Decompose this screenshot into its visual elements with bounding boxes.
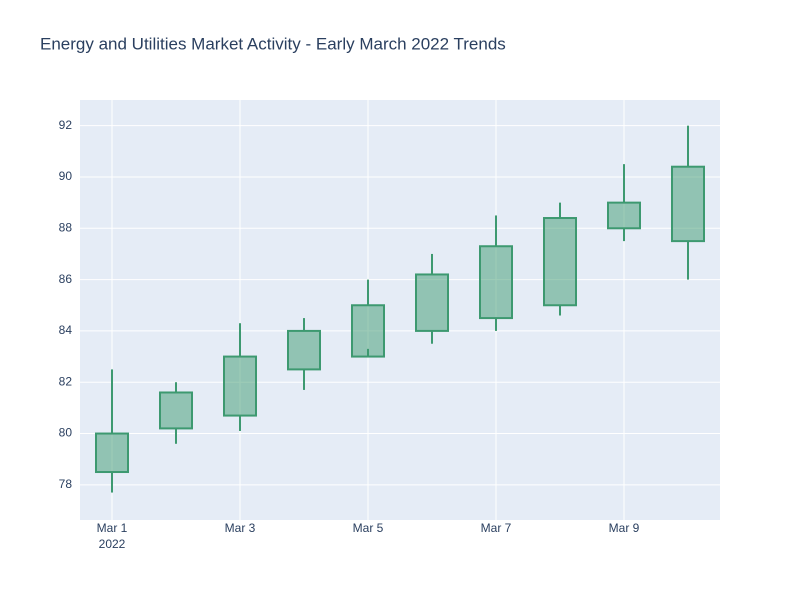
y-tick-label: 90 <box>59 169 73 183</box>
x-tick-label: Mar 7 <box>481 521 512 535</box>
x-tick-label: Mar 5 <box>353 521 384 535</box>
candle-body <box>543 217 577 307</box>
y-tick-label: 86 <box>59 272 73 286</box>
y-tick-label: 78 <box>59 477 73 491</box>
plot-area <box>80 100 720 520</box>
y-tick-label: 84 <box>59 323 73 337</box>
x-tick-label: Mar 1 <box>97 521 128 535</box>
candle-body <box>223 355 257 417</box>
candle-body <box>159 391 193 430</box>
y-tick-label: 80 <box>59 426 73 440</box>
y-tick-label: 92 <box>59 118 73 132</box>
candle-body <box>415 273 449 332</box>
y-tick-label: 82 <box>59 374 73 388</box>
candle-body <box>671 165 705 243</box>
chart-title: Energy and Utilities Market Activity - E… <box>40 34 506 53</box>
y-tick-label: 88 <box>59 220 73 234</box>
candle-body <box>479 245 513 320</box>
candle-body <box>607 201 641 230</box>
x-tick-label: Mar 9 <box>609 521 640 535</box>
candle-body <box>287 329 321 371</box>
candle-body <box>351 304 385 358</box>
candle-body <box>95 432 129 474</box>
x-tick-label: Mar 3 <box>225 521 256 535</box>
x-tick-year: 2022 <box>99 537 126 551</box>
